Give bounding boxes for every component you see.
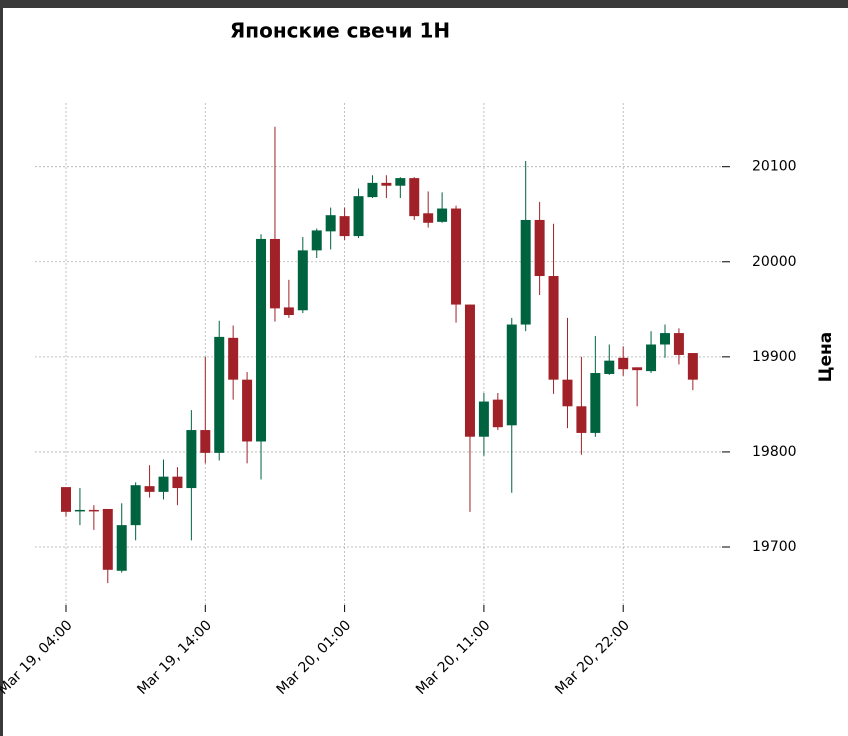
candle-body bbox=[172, 476, 183, 489]
candle-body bbox=[186, 430, 197, 489]
candle-body bbox=[283, 307, 294, 316]
candle-body bbox=[576, 406, 587, 433]
candle-body bbox=[673, 333, 684, 355]
candle-body bbox=[353, 196, 364, 237]
candle-body bbox=[478, 401, 489, 437]
candle-body bbox=[464, 304, 475, 437]
candle-body bbox=[492, 399, 503, 428]
candle-body bbox=[158, 476, 169, 492]
candle-body bbox=[451, 208, 462, 305]
candle-body bbox=[74, 509, 85, 512]
y-tick-label: 19900 bbox=[752, 349, 797, 365]
chart-title: Японские свечи 1H bbox=[230, 19, 450, 43]
candle-body bbox=[269, 238, 280, 309]
candle-body bbox=[687, 353, 698, 380]
candle-body bbox=[88, 509, 99, 512]
candle-body bbox=[409, 178, 420, 217]
candle-body bbox=[506, 324, 517, 426]
candle-body bbox=[256, 238, 267, 442]
candle-body bbox=[632, 367, 643, 371]
candle-body bbox=[228, 337, 239, 380]
candle-body bbox=[659, 333, 670, 345]
candle-body bbox=[242, 379, 253, 442]
candle-body bbox=[214, 336, 225, 453]
candle-body bbox=[520, 219, 531, 325]
candle-body bbox=[604, 360, 615, 374]
candle-body bbox=[61, 487, 71, 512]
candle-body bbox=[548, 276, 559, 380]
candle-body bbox=[618, 357, 629, 370]
candle-body bbox=[297, 250, 308, 311]
candle-body bbox=[325, 215, 336, 232]
candle-body bbox=[116, 525, 127, 571]
y-axis-label: Цена bbox=[816, 332, 836, 383]
candle-body bbox=[590, 373, 601, 433]
candle-body bbox=[311, 230, 322, 251]
chart-background bbox=[3, 8, 848, 736]
candle-body bbox=[562, 379, 573, 407]
candle-body bbox=[367, 182, 378, 198]
candle-body bbox=[339, 216, 350, 237]
candle-body bbox=[144, 486, 155, 492]
candle-body bbox=[646, 344, 657, 372]
y-tick-label: 19700 bbox=[752, 539, 797, 555]
candle-body bbox=[381, 182, 392, 186]
candle-body bbox=[200, 430, 211, 453]
candle-body bbox=[423, 213, 434, 223]
y-tick-label: 19800 bbox=[752, 444, 797, 460]
y-tick-label: 20100 bbox=[752, 159, 797, 175]
y-tick-label: 20000 bbox=[752, 254, 797, 270]
candle-body bbox=[437, 208, 448, 222]
candle-body bbox=[395, 178, 406, 186]
candle-body bbox=[130, 485, 141, 526]
candle-body bbox=[102, 508, 113, 570]
candle-body bbox=[534, 219, 545, 277]
